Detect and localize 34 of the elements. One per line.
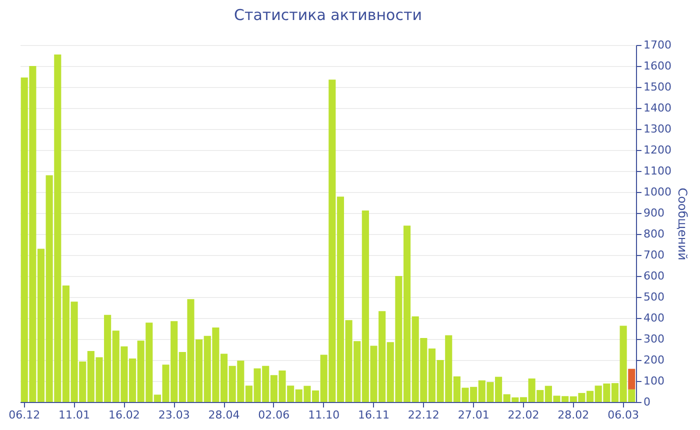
bar [628,368,636,390]
chart-title: Статистика активности [234,6,422,24]
y-tick-label: 0 [644,396,650,408]
x-tick-label: 16.02 [108,408,140,422]
y-tick-label: 700 [644,248,664,262]
y-tick-label: 800 [644,228,664,240]
x-tick-label: 16.11 [358,408,390,422]
x-tick-label: 28.02 [558,408,590,422]
x-tick-label: 27.01 [458,408,490,422]
y-tick-label: 500 [644,290,664,304]
x-tick-label: 06.03 [608,408,640,422]
x-tick-label: 23.03 [158,408,190,422]
y-tick-label: 600 [644,270,664,282]
x-tick-label: 22.02 [508,408,540,422]
y-tick-label: 1200 [644,144,672,156]
x-tick-label: 06.12 [8,408,40,422]
x-tick-label: 11.01 [58,408,90,422]
y-axis-title: Сообщений [675,188,690,260]
y-tick-label: 100 [644,374,664,388]
y-tick-label: 400 [644,312,664,324]
x-tick-label: 11.10 [308,408,340,422]
y-tick-label: 900 [644,206,664,220]
y-tick-label: 1500 [644,80,672,94]
y-tick-label: 1300 [644,122,672,136]
x-tick-label: 28.04 [208,408,240,422]
y-tick-label: 1600 [644,60,672,72]
y-tick-label: 300 [644,332,664,346]
y-tick-label: 1700 [644,38,672,52]
x-tick-label: 02.06 [258,408,290,422]
x-tick-label: 22.12 [408,408,440,422]
y-tick-label: 200 [644,354,664,366]
y-tick-label: 1000 [644,186,672,198]
y-tick-label: 1100 [644,164,672,178]
y-tick-label: 1400 [644,102,672,114]
